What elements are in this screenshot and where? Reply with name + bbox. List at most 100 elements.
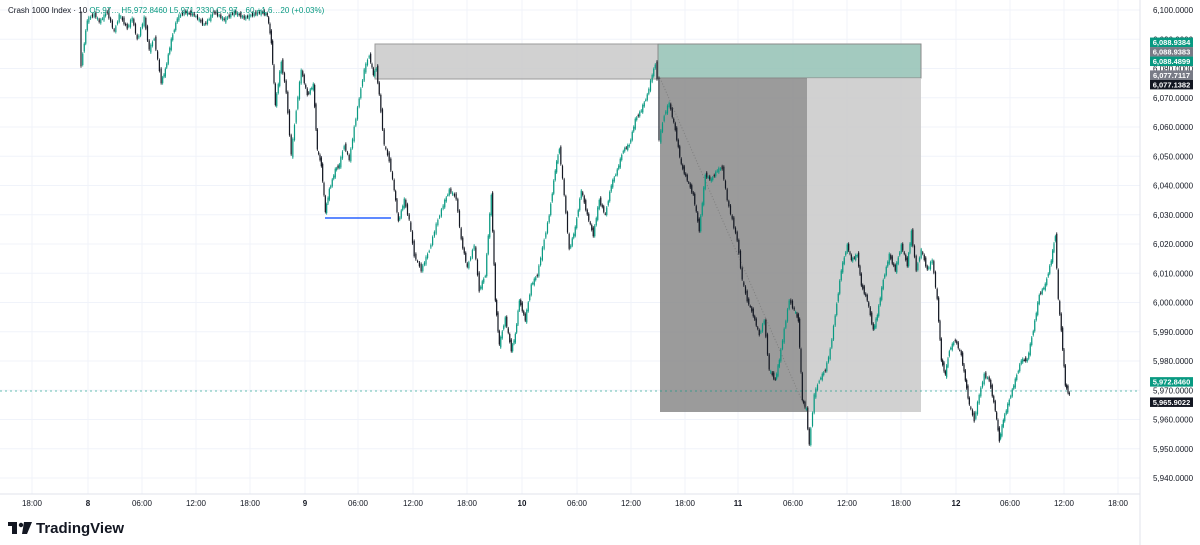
tradingview-logo[interactable]: TradingView	[8, 520, 124, 537]
candle	[215, 10, 217, 15]
price-badge-label: 6,088.9384	[1153, 38, 1191, 47]
candle	[1025, 356, 1027, 363]
candle	[466, 261, 468, 269]
candle	[450, 187, 452, 195]
time-tick-label: 18:00	[457, 499, 478, 508]
candle	[327, 196, 329, 205]
candle	[1029, 342, 1031, 357]
candle	[1000, 432, 1002, 441]
candle	[468, 260, 470, 270]
candle	[579, 197, 581, 212]
candle	[556, 159, 558, 174]
candle	[869, 306, 871, 317]
candle	[816, 383, 819, 392]
candle	[679, 144, 681, 159]
candle	[550, 202, 552, 217]
candle	[253, 11, 255, 18]
candle	[460, 226, 462, 241]
candle	[1011, 387, 1013, 398]
candle	[93, 11, 95, 19]
candle	[1062, 326, 1064, 352]
candle	[361, 79, 364, 88]
price-tick-label: 6,080.0000	[1153, 65, 1194, 74]
candle	[343, 144, 345, 151]
candle	[604, 212, 606, 216]
candle	[506, 315, 508, 329]
candle	[688, 180, 690, 185]
candle	[190, 9, 192, 17]
candle	[793, 306, 795, 311]
candle	[368, 54, 370, 60]
candle	[1026, 357, 1028, 363]
candle	[1049, 264, 1051, 276]
time-tick-label: 06:00	[348, 499, 369, 508]
candle	[186, 10, 189, 17]
candle	[490, 193, 492, 217]
candle	[223, 17, 225, 22]
candle	[721, 164, 723, 171]
candle	[618, 164, 620, 171]
candle	[598, 198, 600, 211]
candle	[545, 231, 547, 240]
candle	[201, 17, 204, 27]
candle	[951, 342, 953, 352]
candle	[950, 346, 952, 351]
candle	[719, 167, 722, 171]
candle	[770, 369, 772, 374]
candle	[80, 11, 82, 68]
candle	[820, 376, 822, 381]
candle	[938, 296, 940, 323]
candle	[255, 10, 257, 17]
candle	[686, 173, 688, 183]
candle	[653, 67, 655, 78]
candle	[694, 192, 696, 206]
candle	[333, 174, 335, 181]
candle	[164, 67, 166, 78]
price-badge	[1150, 47, 1193, 57]
candle	[530, 282, 532, 297]
candle	[1064, 363, 1066, 388]
candle	[810, 426, 812, 447]
candle	[320, 156, 322, 168]
candle	[962, 351, 964, 367]
symbol-label[interactable]: Crash 1000 Index · 10	[8, 6, 88, 15]
candle	[417, 259, 419, 263]
candle	[774, 377, 776, 381]
candle	[863, 284, 865, 296]
time-tick-label: 18:00	[675, 499, 696, 508]
candle	[507, 326, 509, 335]
candle	[625, 146, 627, 150]
candle	[370, 52, 372, 64]
price-badge	[1150, 56, 1193, 67]
candle	[986, 376, 989, 380]
candle	[707, 175, 709, 179]
candle	[636, 116, 638, 122]
candle	[155, 35, 157, 52]
price-badge-label: 6,077.1382	[1153, 80, 1191, 89]
candle	[211, 12, 214, 18]
candle	[126, 22, 128, 31]
candle	[365, 62, 367, 74]
candle	[671, 107, 673, 119]
candle	[926, 264, 928, 271]
price-tick-label: 6,060.0000	[1153, 123, 1194, 132]
candle	[642, 103, 644, 114]
candle	[761, 322, 764, 333]
candle	[824, 368, 826, 373]
candle	[318, 150, 320, 156]
candle	[896, 261, 898, 274]
candle	[504, 315, 506, 328]
candle	[697, 211, 699, 223]
candle	[595, 216, 597, 227]
candle	[621, 153, 623, 162]
candle	[380, 93, 382, 114]
candle	[403, 197, 405, 210]
price-tick-label: 5,980.0000	[1153, 357, 1194, 366]
candle	[832, 324, 835, 342]
candle	[334, 167, 336, 179]
candle	[577, 208, 579, 218]
candle	[248, 13, 250, 21]
candle	[1040, 291, 1042, 296]
candle	[988, 375, 990, 383]
